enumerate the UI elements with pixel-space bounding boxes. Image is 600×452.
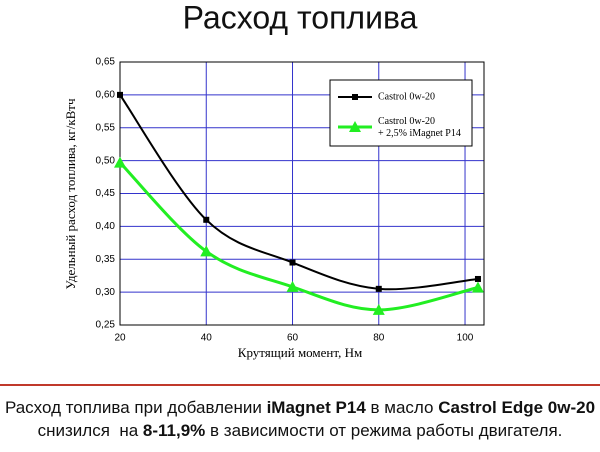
marker xyxy=(200,245,213,257)
y-tick-label: 0,25 xyxy=(96,320,116,331)
marker xyxy=(349,121,361,132)
x-tick-label: 40 xyxy=(201,333,213,344)
legend: Castrol 0w-20 Castrol 0w-20 + 2,5% iMagnet… xyxy=(329,79,473,147)
x-axis-label: Крутящий момент, Нм xyxy=(238,345,362,360)
y-tick-label: 0,50 xyxy=(96,155,116,166)
y-tick-label: 0,40 xyxy=(96,221,116,232)
series-line xyxy=(119,94,479,291)
y-tick-label: 0,45 xyxy=(96,188,116,199)
marker xyxy=(372,303,385,315)
caption-text: Расход топлива при добавлении xyxy=(4,398,267,417)
x-tick-label: 100 xyxy=(457,333,474,344)
x-tick-label: 20 xyxy=(114,333,126,344)
y-axis-label: Удельный расход топлива, кг/кВтч xyxy=(63,98,78,290)
x-tick-label: 60 xyxy=(287,333,299,344)
marker xyxy=(474,275,481,282)
marker xyxy=(289,259,296,266)
y-tick-label: 0,35 xyxy=(96,254,116,265)
legend-box xyxy=(329,79,473,147)
divider xyxy=(0,384,600,386)
caption-text: Castrol Edge 0w-20 xyxy=(438,398,596,417)
y-tick-label: 0,65 xyxy=(96,57,116,68)
plot-frame xyxy=(119,61,485,326)
caption-text: в масло xyxy=(365,398,439,417)
y-tick-label: 0,60 xyxy=(96,90,116,101)
marker xyxy=(286,280,299,292)
marker xyxy=(471,281,484,293)
legend-label: Castrol 0w-20 xyxy=(378,91,435,102)
caption-text: снизился на xyxy=(37,421,143,440)
marker xyxy=(114,156,126,168)
marker xyxy=(352,94,358,100)
marker xyxy=(117,91,123,98)
marker xyxy=(375,285,382,292)
y-tick-label: 0,30 xyxy=(96,287,116,298)
marker xyxy=(203,216,210,223)
chart-title: Расход топлива xyxy=(183,0,418,35)
caption-text: iMagnet P14 xyxy=(266,398,366,417)
y-tick-label: 0,55 xyxy=(96,122,116,133)
caption-line: снизился на 8-11,9% в зависимости от реж… xyxy=(0,421,600,441)
legend-label: Castrol 0w-20 + 2,5% iMagnet P14 xyxy=(378,116,461,139)
caption-line: Расход топлива при добавлении iMagnet P1… xyxy=(0,398,600,418)
chart: Расход топлива Крутящий момент, Нм Удель… xyxy=(63,0,485,360)
x-tick-label: 80 xyxy=(373,333,385,344)
caption-text: 8-11,9% xyxy=(142,421,206,440)
caption-text: в зависимости от режима работы двигателя… xyxy=(205,421,563,440)
